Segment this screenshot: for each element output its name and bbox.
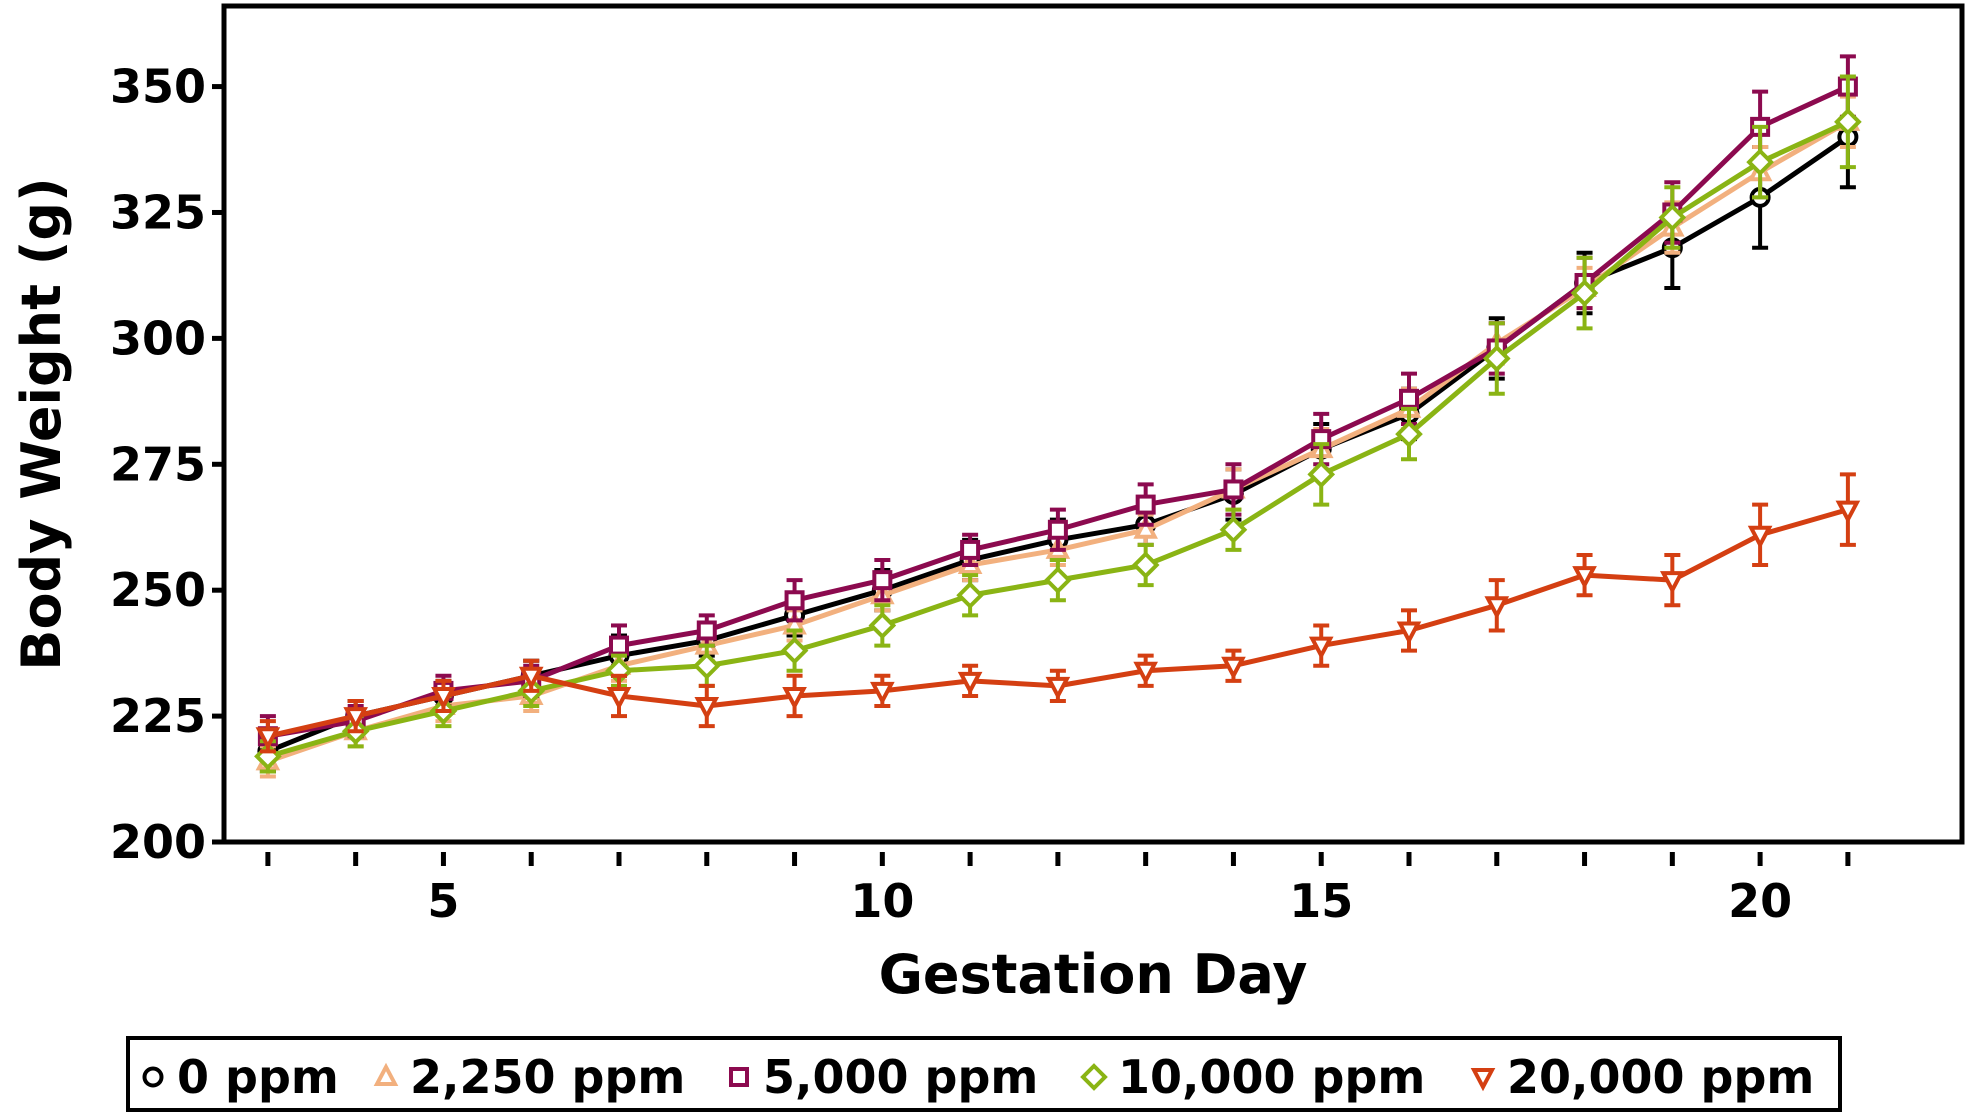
data-point — [872, 570, 893, 591]
legend-marker — [1080, 1063, 1108, 1091]
series-0-error-bars — [259, 84, 1856, 774]
y-tick-label: 225 — [110, 689, 206, 743]
legend-item: 20,000 ppm — [1470, 1050, 1814, 1104]
y-tick-label: 200 — [110, 815, 206, 869]
data-point — [1484, 596, 1510, 620]
series-3 — [254, 74, 1862, 774]
data-point — [1747, 525, 1773, 550]
y-tick-label: 275 — [110, 437, 206, 491]
x-tick-label: 5 — [427, 874, 459, 928]
legend-label: 0 ppm — [177, 1050, 339, 1104]
series-2-line — [267, 84, 1849, 739]
y-tick-label: 250 — [110, 563, 206, 617]
data-point — [431, 686, 456, 711]
data-point — [255, 727, 281, 751]
data-point — [1045, 676, 1071, 701]
data-point — [1133, 515, 1158, 539]
data-point — [518, 666, 544, 691]
legend-marker — [142, 1066, 164, 1088]
legend-label: 5,000 ppm — [763, 1050, 1038, 1104]
series-3-line — [267, 119, 1849, 759]
legend-marker — [1470, 1068, 1496, 1092]
data-point — [870, 681, 895, 706]
data-point — [784, 590, 805, 611]
data-point — [1660, 571, 1685, 595]
data-point — [1835, 500, 1861, 524]
data-point — [780, 636, 809, 665]
series-0 — [257, 84, 1859, 774]
data-point — [1834, 108, 1862, 136]
data-point — [957, 671, 983, 696]
data-point — [696, 620, 717, 641]
y-axis-title: Body Weight (g) — [10, 177, 73, 670]
data-point — [1135, 494, 1156, 515]
legend-label: 20,000 ppm — [1507, 1050, 1814, 1104]
data-point — [1219, 515, 1248, 544]
data-point — [960, 539, 981, 560]
data-point — [694, 697, 720, 721]
y-axis: 200 225 250 275 300 325 350 — [110, 60, 224, 869]
legend-marker — [729, 1067, 749, 1087]
data-point — [1396, 621, 1422, 645]
data-point — [1570, 279, 1599, 307]
data-point — [1307, 460, 1336, 489]
x-axis-title: Gestation Day — [879, 943, 1308, 1006]
legend-item: 10,000 ppm — [1080, 1050, 1425, 1104]
data-point — [609, 635, 629, 656]
data-point — [956, 581, 984, 610]
series-0-line — [266, 134, 1850, 754]
y-tick-label: 350 — [110, 60, 206, 114]
legend-item: 2,250 ppm — [373, 1050, 685, 1104]
legend-marker — [373, 1062, 399, 1086]
y-tick-label: 325 — [110, 185, 206, 239]
y-tick-label: 300 — [110, 311, 206, 365]
legend-label: 2,250 ppm — [410, 1050, 685, 1104]
data-point — [343, 707, 368, 731]
legend-box — [126, 1036, 1842, 1112]
data-point — [1044, 566, 1072, 594]
x-axis: 5 10 15 20 — [265, 852, 1851, 928]
series-1-line — [267, 119, 1850, 764]
series-3-error-bars — [259, 74, 1856, 774]
series-2 — [257, 54, 1858, 759]
data-point — [1223, 479, 1244, 500]
plot-frame — [221, 3, 1965, 845]
data-point — [1482, 344, 1511, 373]
series-2-error-bars — [259, 54, 1856, 759]
legend-label: 10,000 ppm — [1118, 1050, 1425, 1104]
data-point — [868, 611, 897, 640]
data-point — [692, 651, 721, 680]
data-point — [1308, 636, 1334, 660]
legend-item: 0 ppm — [142, 1050, 339, 1104]
data-point — [606, 686, 632, 711]
data-point — [1395, 420, 1423, 448]
data-point — [1572, 566, 1597, 590]
x-tick-label: 10 — [850, 874, 914, 928]
data-point — [1047, 519, 1068, 540]
legend: 0 ppm 2,250 ppm 5,000 ppm 10,000 ppm 20,000 … — [142, 1050, 1814, 1104]
data-point — [782, 686, 807, 711]
data-point — [1133, 661, 1158, 686]
data-point — [1221, 656, 1246, 681]
series-4 — [255, 472, 1861, 754]
x-tick-label: 15 — [1289, 874, 1353, 928]
legend-item: 5,000 ppm — [729, 1050, 1038, 1104]
data-point — [1399, 388, 1419, 409]
series-layer — [254, 54, 1862, 779]
data-point — [1131, 551, 1160, 579]
data-point — [1658, 203, 1687, 232]
data-point — [1746, 148, 1774, 176]
x-tick-label: 20 — [1728, 874, 1792, 928]
